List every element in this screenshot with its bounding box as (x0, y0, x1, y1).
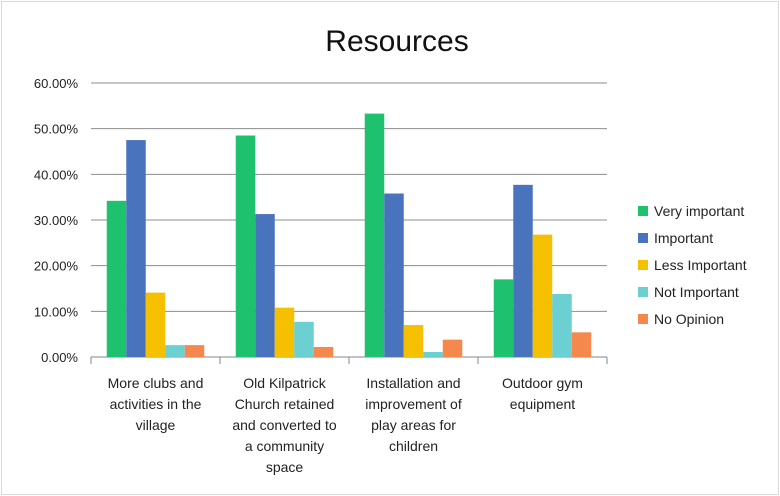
y-tick-label: 0.00% (41, 350, 78, 365)
legend-label: Very important (654, 203, 744, 219)
bar-no-opinion (442, 339, 463, 357)
y-tick-label: 40.00% (34, 167, 79, 182)
bar-very-important (235, 135, 256, 357)
bar-very-important (493, 279, 514, 357)
bar-not-important (552, 293, 572, 357)
chart-title: Resources (325, 25, 468, 58)
x-category-label: More clubs and activities in the village (108, 375, 204, 433)
y-tick-label: 10.00% (34, 304, 79, 319)
y-tick-label: 60.00% (34, 76, 79, 91)
legend: Very important Important Less Important Not… (638, 203, 747, 327)
bar-very-important (106, 200, 127, 357)
bar-less-important (274, 307, 295, 357)
y-tick-label: 50.00% (34, 122, 79, 137)
x-category-label: Outdoor gym equipment (502, 375, 583, 412)
legend-label: Not Important (654, 284, 739, 300)
bar-very-important (364, 113, 385, 357)
bar-important (384, 193, 404, 357)
bar-important (255, 214, 275, 357)
legend-swatch (638, 314, 648, 324)
bar-no-opinion (313, 346, 334, 357)
legend-label: Less Important (654, 257, 747, 273)
legend-swatch (638, 206, 648, 216)
bar-not-important (165, 345, 185, 357)
gridlines (91, 82, 607, 358)
bar-less-important (145, 292, 166, 357)
bar-less-important (532, 234, 553, 357)
bar-less-important (403, 325, 424, 357)
bars (106, 113, 592, 357)
x-category-label: Installation and improvement of play areas… (365, 375, 462, 454)
bar-no-opinion (571, 332, 592, 357)
y-axis: 0.00% 10.00% 20.00% 30.00% 40.00% 50.00% 60.00… (34, 76, 79, 365)
bar-not-important (423, 351, 443, 357)
x-axis: More clubs and activities in the village Ol… (90, 357, 608, 475)
legend-swatch (638, 287, 648, 297)
bar-no-opinion (184, 345, 205, 357)
legend-swatch (638, 260, 648, 270)
legend-swatch (638, 233, 648, 243)
y-tick-label: 20.00% (34, 259, 79, 274)
x-category-label: Old Kilpatrick Church retained and convert… (232, 375, 337, 475)
bar-important (126, 140, 146, 357)
y-tick-label: 30.00% (34, 213, 79, 228)
bar-not-important (294, 321, 314, 357)
bar-important (513, 184, 533, 357)
legend-label: No Opinion (654, 311, 724, 327)
legend-label: Important (654, 230, 713, 246)
